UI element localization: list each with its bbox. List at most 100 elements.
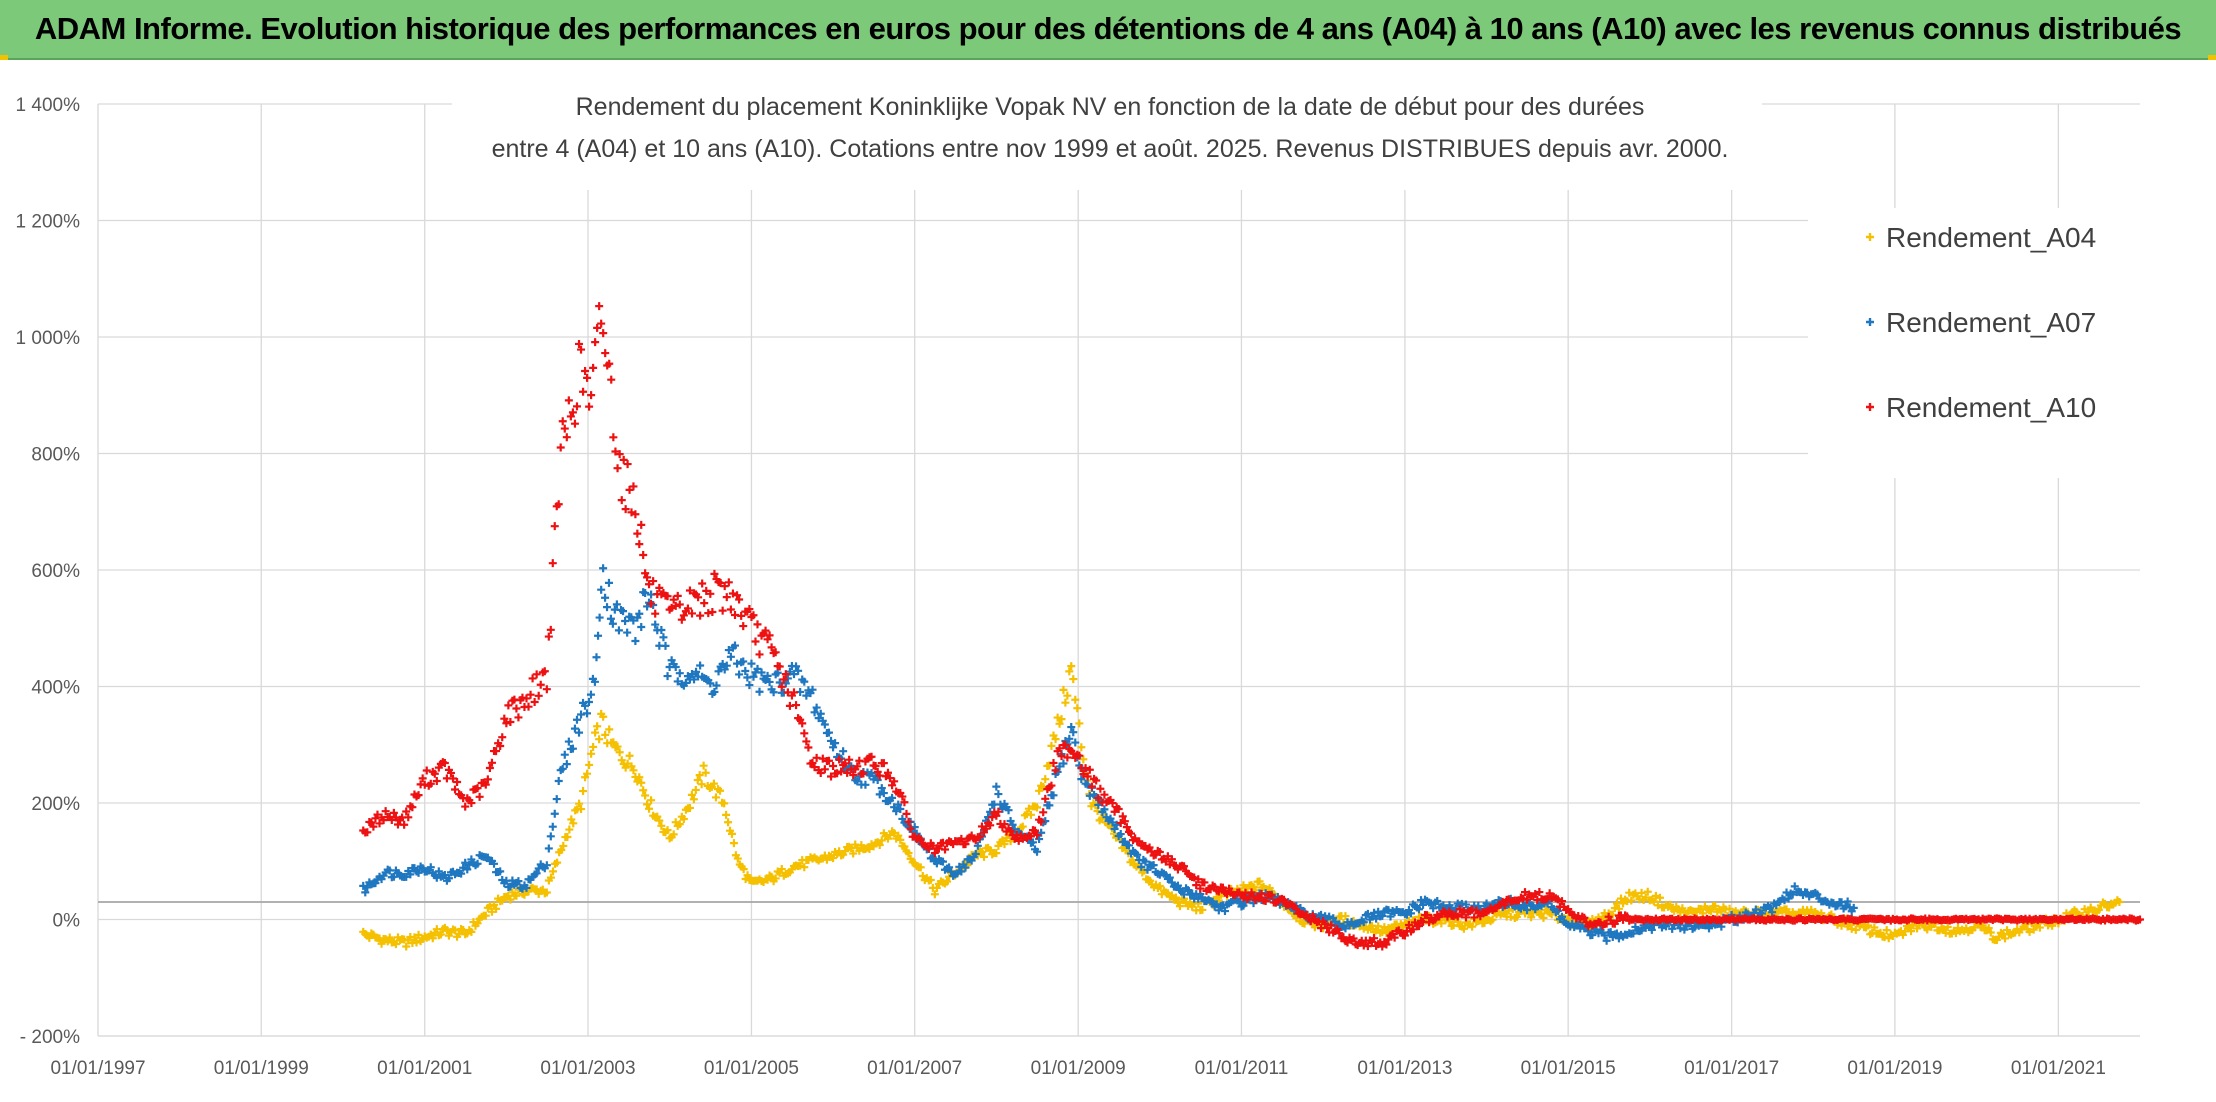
data-point [637, 778, 646, 787]
data-point [818, 754, 827, 763]
data-point [1051, 766, 1060, 775]
data-point [699, 761, 708, 770]
data-point [408, 803, 417, 812]
data-point [761, 626, 770, 635]
data-point [651, 609, 660, 618]
data-point [605, 725, 614, 734]
data-point [633, 529, 642, 538]
data-point [1404, 921, 1413, 930]
data-point [1100, 790, 1109, 799]
data-point [771, 874, 780, 883]
data-point [1602, 936, 1611, 945]
data-point [1453, 912, 1462, 921]
data-point [886, 774, 895, 783]
data-point [716, 579, 725, 588]
data-point [1788, 890, 1797, 899]
data-point [1192, 881, 1201, 890]
data-point [1137, 862, 1146, 871]
data-point [761, 675, 770, 684]
data-point [1108, 799, 1117, 808]
data-point [1382, 940, 1391, 949]
data-point [540, 667, 549, 676]
data-point [808, 758, 817, 767]
data-point [1186, 898, 1195, 907]
data-point [496, 867, 505, 876]
data-point [506, 882, 515, 891]
data-point [558, 417, 567, 426]
data-point [444, 874, 453, 883]
data-point [708, 607, 717, 616]
data-point [589, 742, 598, 751]
data-point [1341, 924, 1350, 933]
data-point [745, 681, 754, 690]
data-point [1000, 820, 1009, 829]
data-point [1445, 917, 1454, 926]
data-point [729, 839, 738, 848]
data-point [1537, 909, 1546, 918]
data-point [621, 505, 630, 514]
data-point [1433, 896, 1442, 905]
data-point [685, 803, 694, 812]
data-point [1075, 719, 1084, 728]
data-point [595, 735, 604, 744]
data-point [426, 863, 435, 872]
data-point [1751, 905, 1760, 914]
data-point [979, 852, 988, 861]
data-point [857, 841, 866, 850]
data-point [389, 808, 398, 817]
data-point [599, 712, 608, 721]
data-point [755, 650, 764, 659]
data-point [1849, 903, 1858, 912]
data-point [1171, 893, 1180, 902]
data-point [810, 763, 819, 772]
data-point [1419, 900, 1428, 909]
data-point [582, 709, 591, 718]
data-point [1035, 786, 1044, 795]
legend-label: Rendement_A10 [1886, 392, 2096, 423]
data-point [928, 841, 937, 850]
data-point [961, 840, 970, 849]
data-point [986, 821, 995, 830]
data-point [475, 792, 484, 801]
data-point [1359, 918, 1368, 927]
data-point [820, 720, 829, 729]
data-point [1817, 909, 1826, 918]
data-point [550, 809, 559, 818]
data-point [747, 659, 756, 668]
data-point [514, 713, 523, 722]
data-point [1083, 772, 1092, 781]
data-point [569, 819, 578, 828]
data-point [1149, 861, 1158, 870]
data-point [763, 875, 772, 884]
y-tick-label: 0% [53, 911, 81, 932]
data-point [375, 819, 384, 828]
data-point [436, 930, 445, 939]
data-point [1094, 800, 1103, 809]
data-point [1390, 933, 1399, 942]
data-point [1292, 905, 1301, 914]
data-point [554, 500, 563, 509]
data-point [1461, 913, 1470, 922]
data-point [653, 812, 662, 821]
data-point [649, 577, 658, 586]
data-point [595, 613, 604, 622]
x-tick-label: 01/01/2013 [1357, 1058, 1452, 1079]
data-point [875, 790, 884, 799]
data-point [594, 631, 603, 640]
data-point [414, 791, 423, 800]
data-point [609, 738, 618, 747]
data-point [681, 678, 690, 687]
data-point [601, 593, 610, 602]
data-point [448, 774, 457, 783]
data-point [994, 807, 1003, 816]
data-point [751, 637, 760, 646]
data-point [739, 622, 748, 631]
data-point [894, 831, 903, 840]
data-point [593, 323, 602, 332]
x-tick-label: 01/01/1997 [50, 1058, 145, 1079]
data-point [1423, 911, 1432, 920]
data-point [552, 795, 561, 804]
data-point [612, 600, 621, 609]
data-point [698, 579, 707, 588]
data-point [613, 742, 622, 751]
